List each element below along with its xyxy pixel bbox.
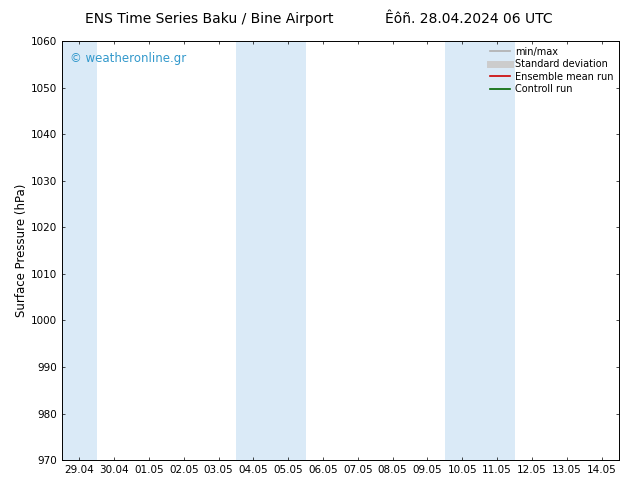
Bar xyxy=(236,41,306,460)
Y-axis label: Surface Pressure (hPa): Surface Pressure (hPa) xyxy=(15,184,28,318)
Bar xyxy=(62,41,97,460)
Text: Êôñ. 28.04.2024 06 UTC: Êôñ. 28.04.2024 06 UTC xyxy=(385,12,553,26)
Legend: min/max, Standard deviation, Ensemble mean run, Controll run: min/max, Standard deviation, Ensemble me… xyxy=(486,43,617,98)
Text: ENS Time Series Baku / Bine Airport: ENS Time Series Baku / Bine Airport xyxy=(85,12,333,26)
Bar xyxy=(445,41,515,460)
Text: © weatheronline.gr: © weatheronline.gr xyxy=(70,51,186,65)
